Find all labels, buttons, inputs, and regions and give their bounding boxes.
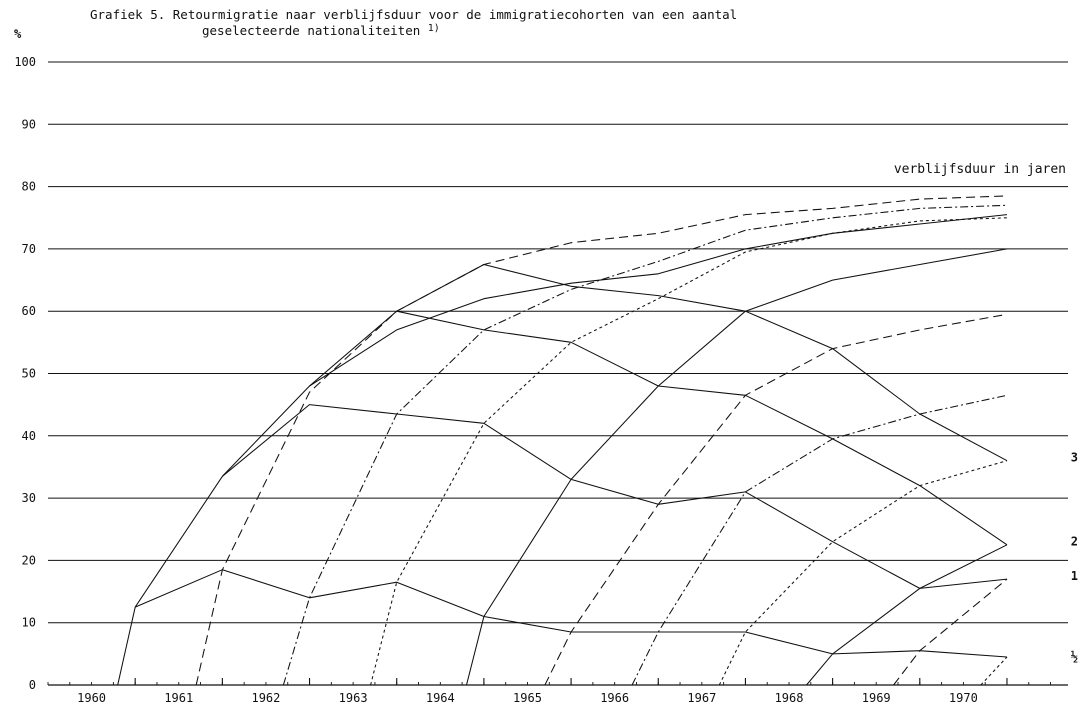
y-axis-tick-labels: 0 10 20 30 40 50 60 70 80 90 100 — [14, 55, 36, 692]
duration-label-0: 3 — [1071, 451, 1078, 465]
x-tick-label-1969: 1969 — [862, 691, 891, 705]
y-tick-label-70: 70 — [22, 242, 36, 256]
duration-line-3 — [396, 263, 1008, 462]
chart-title-line2: geselecteerde nationaliteiten — [202, 23, 421, 38]
y-tick-label-20: 20 — [22, 553, 36, 567]
y-tick-label-100: 100 — [14, 55, 36, 69]
cohort-line-1961 — [195, 195, 1008, 686]
duration-label-3: ½ — [1071, 650, 1078, 664]
legend-label: verblijfsduur in jaren — [894, 162, 1066, 177]
duration-line-0 — [134, 569, 1008, 658]
x-tick-label-1966: 1966 — [600, 691, 629, 705]
cohort-lines — [117, 195, 1008, 686]
y-axis-label: % — [14, 27, 22, 41]
cohort-line-1963 — [370, 217, 1008, 686]
chart-title: Grafiek 5. Retourmigratie naar verblijfs… — [90, 8, 1050, 38]
duration-label-2: 1 — [1071, 569, 1078, 583]
y-tick-label-80: 80 — [22, 180, 36, 194]
x-tick-label-1960: 1960 — [77, 691, 106, 705]
x-tick-label-1970: 1970 — [949, 691, 978, 705]
y-tick-label-40: 40 — [22, 429, 36, 443]
x-tick-label-1967: 1967 — [687, 691, 716, 705]
chart-title-footnote: 1) — [427, 23, 440, 34]
duration-end-labels: 3 2 1 ½ — [1071, 451, 1078, 664]
x-tick-label-1965: 1965 — [513, 691, 542, 705]
duration-lines — [134, 263, 1008, 658]
x-axis: 1960 1961 1962 1963 1964 1965 1966 1967 1968 1969… — [47, 678, 1052, 705]
y-tick-label-50: 50 — [22, 367, 36, 381]
cohort-line-1968 — [806, 544, 1008, 686]
cohort-line-1964 — [465, 248, 1008, 686]
duration-line-2 — [309, 310, 1008, 546]
y-tick-label-90: 90 — [22, 117, 36, 131]
x-tick-label-1964: 1964 — [426, 691, 455, 705]
chart-title-line1: Grafiek 5. Retourmigratie naar verblijfs… — [90, 7, 738, 22]
cohort-line-1970 — [980, 656, 1008, 686]
y-tick-label-10: 10 — [22, 616, 36, 630]
x-tick-label-1962: 1962 — [251, 691, 280, 705]
y-tick-label-0: 0 — [29, 678, 36, 692]
cohort-line-1962 — [282, 204, 1008, 686]
duration-label-1: 2 — [1071, 535, 1078, 549]
duration-line-1 — [222, 404, 1008, 589]
cohort-line-1965 — [544, 313, 1008, 686]
cohort-line-1960 — [117, 214, 1008, 686]
x-tick-label-1963: 1963 — [339, 691, 368, 705]
x-tick-label-1961: 1961 — [164, 691, 193, 705]
cohort-line-1967 — [718, 460, 1008, 686]
y-tick-label-30: 30 — [22, 491, 36, 505]
x-tick-label-1968: 1968 — [775, 691, 804, 705]
y-tick-label-60: 60 — [22, 304, 36, 318]
cohort-line-1966 — [631, 394, 1008, 686]
